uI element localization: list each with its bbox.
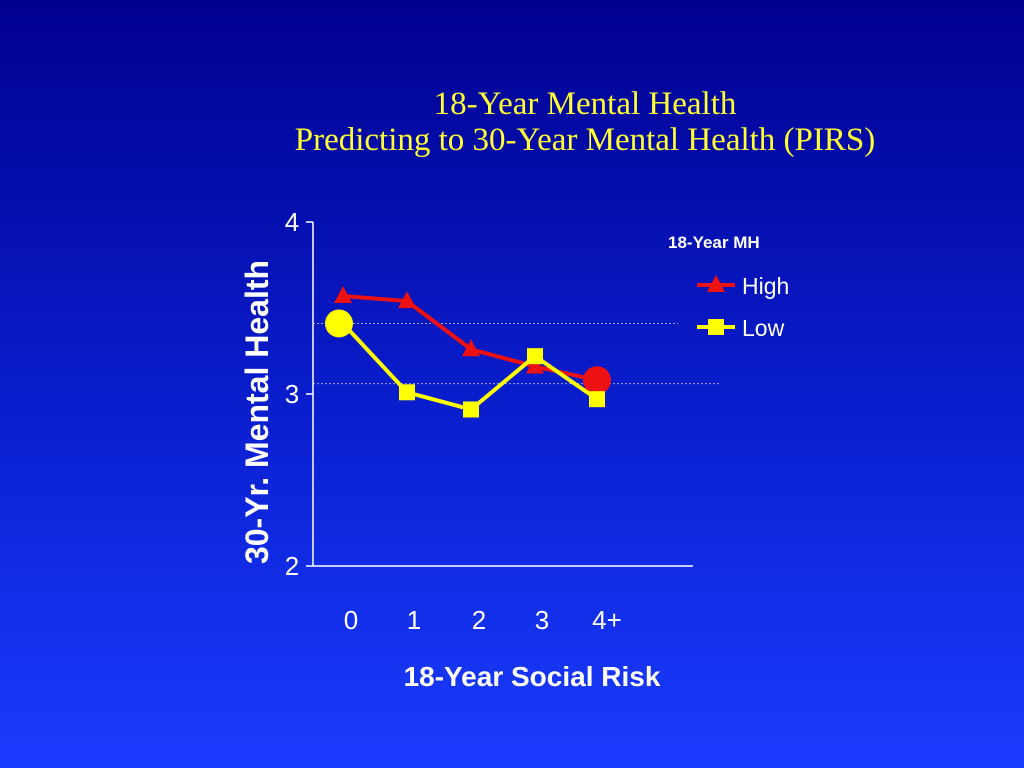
chart-title: 18-Year Mental Health Predicting to 30-Y… bbox=[0, 86, 1024, 158]
data-point bbox=[334, 285, 352, 303]
series-line bbox=[341, 322, 599, 412]
y-tick-labels: 2 3 4 bbox=[285, 207, 299, 581]
x-tick-labels: 0 1 2 3 4+ bbox=[344, 605, 622, 635]
legend-title: 18-Year MH bbox=[668, 233, 760, 252]
data-point bbox=[526, 356, 544, 374]
y-tick-label: 3 bbox=[285, 379, 299, 409]
data-point bbox=[463, 401, 479, 418]
axes bbox=[306, 221, 693, 567]
data-point-circle bbox=[325, 309, 353, 338]
series-line bbox=[342, 293, 598, 383]
legend: 18-Year MH High Low bbox=[668, 233, 789, 341]
data-point bbox=[398, 291, 416, 309]
data-point bbox=[527, 348, 543, 365]
x-tick-label: 4+ bbox=[592, 605, 622, 635]
data-point-circle bbox=[583, 366, 611, 395]
y-tick-label: 4 bbox=[285, 207, 299, 237]
data-point bbox=[707, 275, 725, 292]
series-low bbox=[325, 309, 605, 418]
x-tick-label: 2 bbox=[472, 605, 486, 635]
legend-label: Low bbox=[742, 315, 785, 341]
x-tick-label: 0 bbox=[344, 605, 358, 635]
data-point bbox=[708, 319, 724, 335]
reference-lines bbox=[313, 322, 720, 385]
data-point bbox=[589, 391, 605, 408]
legend-label: High bbox=[742, 273, 789, 299]
y-tick-label: 2 bbox=[285, 551, 299, 581]
x-tick-label: 1 bbox=[407, 605, 421, 635]
x-tick-label: 3 bbox=[535, 605, 549, 635]
y-axis-title: 30-Yr. Mental Health bbox=[239, 260, 275, 564]
chart-title-line-2: Predicting to 30-Year Mental Health (PIR… bbox=[294, 122, 876, 158]
x-axis-title: 18-Year Social Risk bbox=[404, 661, 661, 692]
data-point bbox=[399, 384, 415, 401]
data-point bbox=[462, 339, 480, 357]
chart-title-line-1: 18-Year Mental Health bbox=[433, 86, 737, 122]
